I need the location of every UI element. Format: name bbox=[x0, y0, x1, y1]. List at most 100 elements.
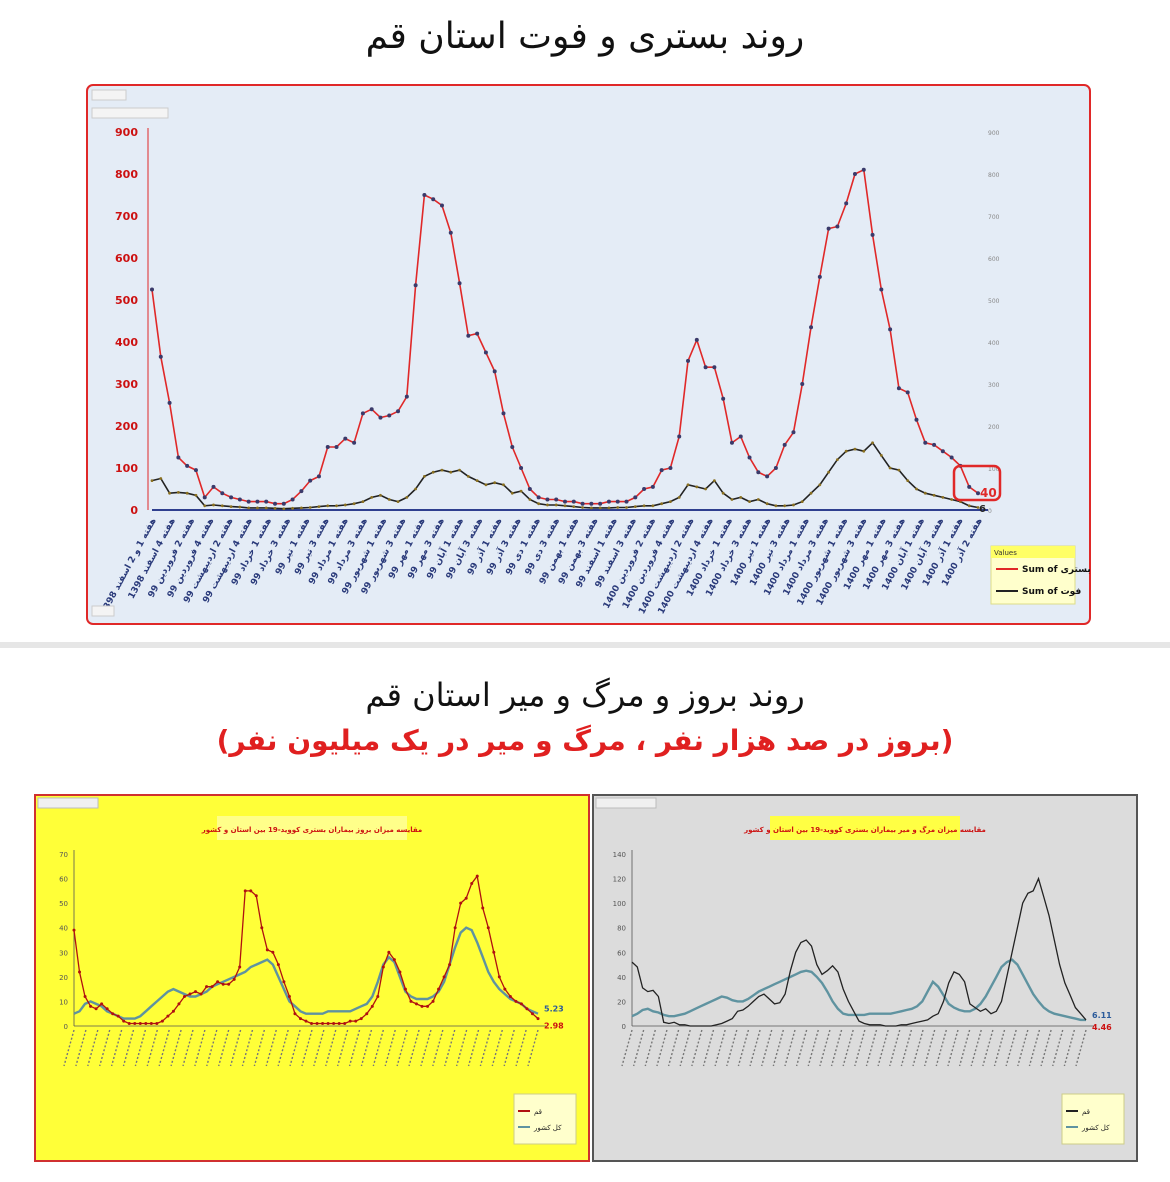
province-point bbox=[276, 963, 280, 967]
death-point bbox=[748, 500, 751, 503]
death-point bbox=[282, 507, 286, 511]
hospitalized-point bbox=[870, 232, 875, 237]
province-point bbox=[354, 1019, 358, 1023]
death-point bbox=[229, 505, 233, 509]
y-tick-label: 0 bbox=[622, 1023, 626, 1031]
province-point bbox=[182, 995, 186, 999]
death-point bbox=[625, 506, 628, 509]
province-point bbox=[166, 1014, 170, 1018]
y-tick-label: 10 bbox=[59, 998, 68, 1006]
hospitalized-point bbox=[633, 495, 638, 500]
hospitalized-point bbox=[817, 274, 822, 279]
hospitalized-point bbox=[773, 466, 778, 470]
hospitalized-point bbox=[325, 445, 330, 449]
y2-tick-label: 0 bbox=[988, 508, 992, 515]
panel-divider bbox=[0, 642, 1170, 648]
province-point bbox=[503, 987, 507, 991]
death-point bbox=[168, 491, 171, 495]
death-point bbox=[256, 506, 259, 510]
hospitalized-point bbox=[940, 449, 945, 454]
death-point bbox=[774, 504, 778, 508]
death-point bbox=[414, 487, 418, 491]
province-point bbox=[116, 1014, 120, 1018]
province-point bbox=[171, 1009, 175, 1013]
province-point bbox=[298, 1017, 302, 1021]
axis-field-button bbox=[91, 605, 115, 617]
legend-item: Sum of فوت bbox=[1022, 587, 1081, 597]
hospitalized-point bbox=[826, 226, 831, 231]
province-point bbox=[348, 1019, 352, 1023]
hospitalized-point bbox=[369, 407, 374, 412]
hospitalized-point bbox=[466, 333, 471, 338]
province-point bbox=[177, 1002, 181, 1006]
death-point bbox=[431, 470, 435, 474]
province-point bbox=[254, 894, 258, 898]
y-tick-label: 60 bbox=[59, 876, 68, 884]
death-point bbox=[335, 504, 338, 508]
death-point bbox=[923, 491, 927, 495]
chart-frame bbox=[592, 794, 1138, 1162]
chart-title: مقایسه میزان مرگ و میر بیماران بستری کوو… bbox=[743, 825, 986, 834]
hospitalized-point bbox=[167, 400, 172, 405]
hospitalized-point bbox=[765, 474, 770, 479]
province-point bbox=[426, 1004, 430, 1008]
province-point bbox=[100, 1002, 104, 1006]
hospitalized-point bbox=[729, 440, 734, 445]
death-point bbox=[273, 506, 277, 510]
province-point bbox=[315, 1022, 319, 1026]
province-point bbox=[232, 977, 236, 981]
province-point bbox=[72, 928, 76, 932]
death-point bbox=[475, 479, 479, 482]
province-point bbox=[188, 992, 192, 996]
province-point bbox=[442, 975, 446, 979]
death-point bbox=[932, 493, 936, 497]
province-point bbox=[431, 999, 435, 1003]
death-point bbox=[730, 498, 734, 501]
y-tick-label: 20 bbox=[617, 998, 626, 1006]
y-tick-label: 30 bbox=[59, 949, 68, 957]
hospitalized-point bbox=[606, 499, 611, 504]
death-point bbox=[827, 470, 831, 474]
hospitalized-point bbox=[844, 201, 849, 206]
y2-tick-label: 600 bbox=[988, 256, 1000, 263]
y-tick-label: 600 bbox=[115, 252, 138, 265]
hospitalized-point bbox=[852, 172, 857, 176]
hospitalized-point bbox=[519, 466, 524, 470]
hospitalized-point bbox=[896, 386, 901, 391]
death-point bbox=[915, 487, 918, 491]
hospitalized-point bbox=[176, 455, 181, 460]
hospitalized-point bbox=[396, 409, 401, 414]
province-point bbox=[381, 965, 385, 969]
filter-button bbox=[595, 797, 657, 809]
hospitalized-point bbox=[185, 463, 190, 468]
hospitalized-point bbox=[721, 396, 726, 401]
y-tick-label: 100 bbox=[115, 462, 138, 475]
death-point bbox=[379, 493, 382, 497]
y-tick-label: 140 bbox=[613, 851, 626, 859]
hospitalized-point bbox=[861, 167, 866, 172]
hospitalized-point bbox=[308, 478, 313, 483]
hospitalized-point bbox=[554, 497, 559, 502]
death-point bbox=[528, 498, 532, 501]
death-point bbox=[185, 491, 189, 495]
death-point bbox=[484, 483, 488, 487]
hospitalized-point bbox=[527, 487, 532, 491]
death-point bbox=[352, 502, 356, 506]
province-point bbox=[459, 901, 463, 905]
death-point bbox=[317, 505, 321, 509]
province-point bbox=[122, 1019, 126, 1023]
province-point bbox=[464, 896, 468, 900]
death-point bbox=[589, 506, 593, 510]
hospitalized-point bbox=[422, 193, 427, 197]
province-point bbox=[486, 926, 490, 930]
y-tick-label: 40 bbox=[59, 925, 68, 933]
province-point bbox=[243, 889, 247, 893]
end-label-deaths: 6 bbox=[979, 504, 986, 515]
province-point bbox=[105, 1007, 109, 1011]
hospitalized-point bbox=[290, 497, 295, 502]
province-point bbox=[470, 881, 474, 885]
hospitalized-point bbox=[229, 495, 234, 500]
death-point bbox=[792, 503, 795, 507]
death-point bbox=[291, 506, 294, 510]
hospitalized-point bbox=[211, 484, 216, 489]
